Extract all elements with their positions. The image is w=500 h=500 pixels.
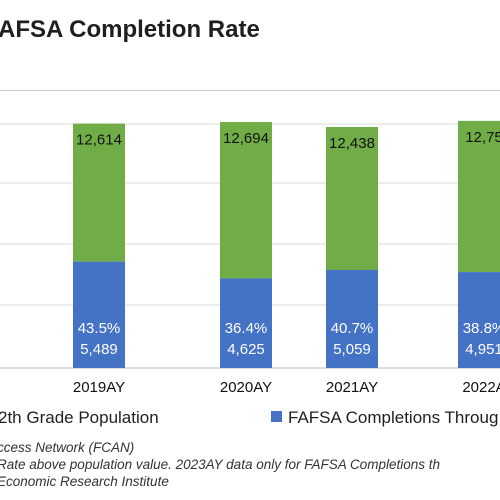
footnote-note: Rate above population value. 2023AY data… [0,457,441,472]
value-label: 5,059 [333,341,371,358]
value-label: 4,951 [465,341,500,358]
legend-label-population: 2th Grade Population [0,408,159,427]
bar-completions [73,261,125,368]
rate-label: 43.5% [78,320,121,337]
value-label: 4,625 [227,341,265,358]
rate-label: 38.8% [463,320,500,337]
stacked-bar-chart: 12,614 43.5% 5,489 2019AY 12,694 36.4% 4,625 20… [0,120,500,396]
footnote-credit: Economic Research Institute [0,474,169,489]
bar-population [73,123,125,262]
rate-label: 40.7% [331,320,374,337]
bar-population [458,120,500,273]
legend-label-completions: FAFSA Completions Throug [288,408,499,427]
total-label: 12,694 [223,130,269,147]
bar-completions [220,278,272,368]
x-tick-label: 2022A [462,379,500,396]
rate-label: 36.4% [225,320,268,337]
value-label: 5,489 [80,341,118,358]
legend-swatch-completions [271,411,282,422]
bar-completions [458,272,500,368]
bar-population [220,122,272,279]
x-tick-label: 2020AY [220,379,272,396]
bar-population [326,127,378,270]
total-label: 12,75 [465,129,500,146]
chart-title: AFSA Completion Rate [0,16,260,43]
total-label: 12,614 [76,132,122,149]
x-tick-label: 2019AY [73,379,125,396]
total-label: 12,438 [329,135,375,152]
footnote-source: ccess Network (FCAN) [0,440,135,455]
x-tick-label: 2021AY [326,379,378,396]
title-divider [0,90,500,91]
bar-completions [326,269,378,368]
